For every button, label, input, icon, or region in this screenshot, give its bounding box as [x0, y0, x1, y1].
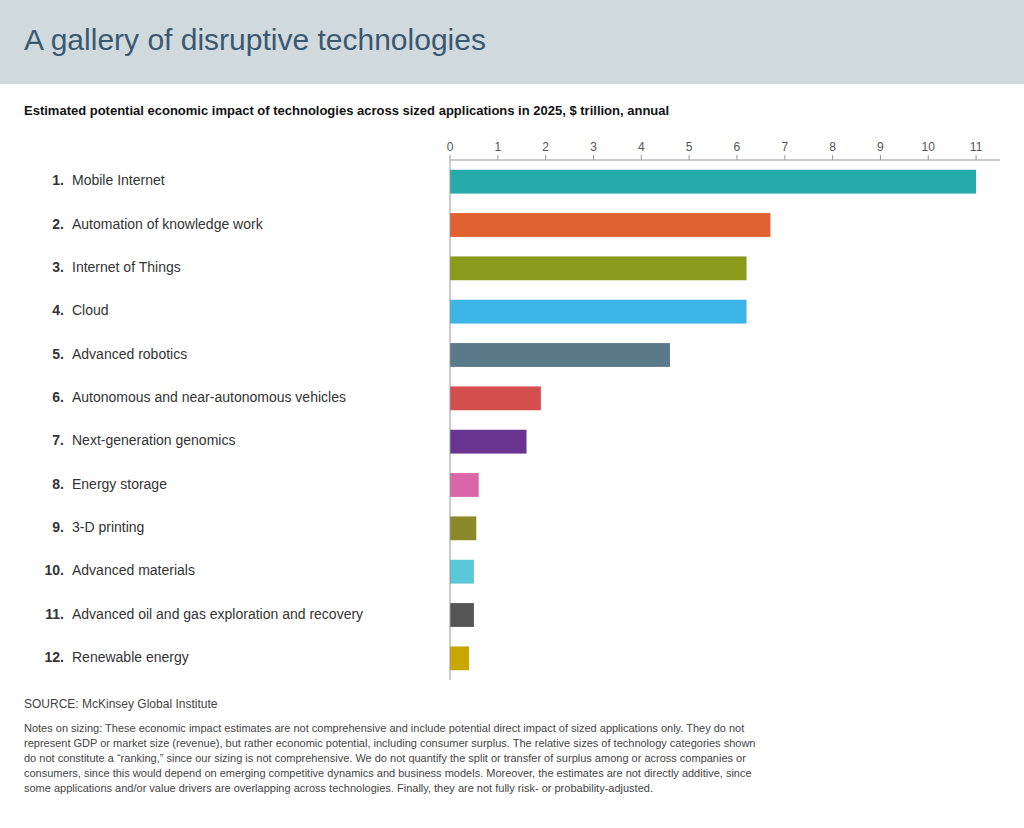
x-tick [450, 155, 451, 160]
x-axis-line [450, 160, 1000, 161]
bar [450, 213, 770, 237]
x-tick [545, 155, 546, 160]
notes-line: consumers, since this would depend on em… [24, 767, 752, 779]
category-label: Mobile Internet [72, 172, 165, 188]
rank-label: 9. [52, 519, 64, 535]
x-tick [832, 155, 833, 160]
bar [450, 256, 747, 280]
bar [450, 430, 527, 454]
title: A gallery of disruptive technologies [24, 23, 486, 56]
rank-label: 12. [45, 649, 64, 665]
x-tick [593, 155, 594, 160]
x-tick [641, 155, 642, 160]
x-tick [928, 155, 929, 160]
category-label: Cloud [72, 302, 109, 318]
zero-line [450, 160, 451, 680]
category-label: Autonomous and near-autonomous vehicles [72, 389, 346, 405]
x-tick [497, 155, 498, 160]
subtitle: Estimated potential economic impact of t… [24, 103, 669, 118]
notes-line: represent GDP or market size (revenue), … [24, 737, 755, 749]
notes-line: some applications and/or value drivers a… [24, 782, 653, 794]
category-label: 3-D printing [72, 519, 144, 535]
bar [450, 516, 476, 540]
category-label: Advanced materials [72, 562, 195, 578]
x-tick [976, 155, 977, 160]
x-tick-label: 3 [590, 140, 597, 154]
bar [450, 343, 670, 367]
x-tick-label: 8 [829, 140, 836, 154]
bar [450, 646, 469, 670]
x-tick-label: 10 [922, 140, 936, 154]
bar [450, 170, 976, 194]
rank-label: 1. [52, 172, 64, 188]
bar [450, 560, 474, 584]
category-label: Advanced oil and gas exploration and rec… [72, 606, 363, 622]
category-label: Energy storage [72, 476, 167, 492]
category-label: Internet of Things [72, 259, 181, 275]
x-tick-label: 9 [877, 140, 884, 154]
x-tick-label: 1 [494, 140, 501, 154]
x-tick-label: 4 [638, 140, 645, 154]
bar [450, 603, 474, 627]
x-tick [784, 155, 785, 160]
x-tick [689, 155, 690, 160]
x-tick [736, 155, 737, 160]
rank-label: 3. [52, 259, 64, 275]
chart: A gallery of disruptive technologies Esti… [0, 0, 1024, 828]
rank-label: 5. [52, 346, 64, 362]
category-label: Automation of knowledge work [72, 216, 264, 232]
bar [450, 473, 479, 497]
x-tick-label: 11 [970, 140, 983, 154]
category-label: Advanced robotics [72, 346, 187, 362]
bar [450, 300, 747, 324]
x-tick-label: 5 [686, 140, 693, 154]
header-band [0, 0, 1024, 84]
x-tick-label: 6 [734, 140, 741, 154]
rank-label: 7. [52, 432, 64, 448]
x-tick-label: 0 [447, 140, 454, 154]
bar [450, 386, 541, 410]
x-tick-label: 7 [781, 140, 788, 154]
bars [450, 170, 976, 671]
x-tick-label: 2 [542, 140, 549, 154]
rank-label: 11. [45, 606, 64, 622]
notes-line: Notes on sizing: These economic impact e… [24, 722, 744, 734]
source: SOURCE: McKinsey Global Institute [24, 697, 218, 711]
notes: Notes on sizing: These economic impact e… [24, 722, 755, 794]
rank-label: 2. [52, 216, 64, 232]
background [0, 0, 1024, 828]
category-label: Renewable energy [72, 649, 189, 665]
rank-label: 8. [52, 476, 64, 492]
x-tick [880, 155, 881, 160]
category-label: Next-generation genomics [72, 432, 235, 448]
rank-label: 4. [52, 302, 64, 318]
notes-line: do not constitute a “ranking,” since our… [24, 752, 746, 764]
rank-label: 6. [52, 389, 64, 405]
rank-label: 10. [45, 562, 64, 578]
